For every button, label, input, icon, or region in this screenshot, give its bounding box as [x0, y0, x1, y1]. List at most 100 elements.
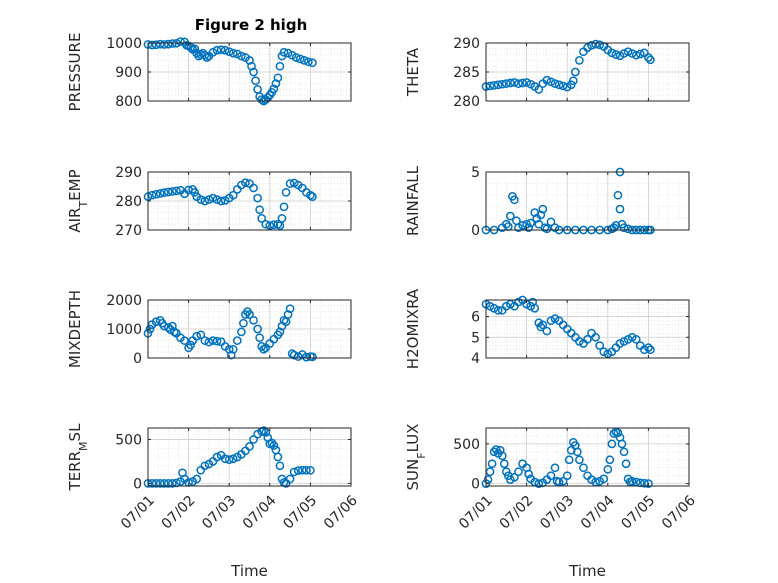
data-point [180, 336, 189, 345]
data-point [631, 50, 641, 60]
data-point [568, 76, 578, 86]
y-tick-label: 0 [471, 477, 480, 493]
data-point [170, 327, 179, 337]
data-point [200, 461, 210, 471]
data-point [253, 193, 262, 203]
data-point [277, 214, 287, 223]
data-point [550, 79, 560, 88]
y-axis-label: H2OMIXRA [404, 288, 422, 369]
data-point [249, 315, 258, 325]
subplot-rainfall: 0 5 RAINFALL [404, 165, 690, 239]
data-point [249, 183, 258, 193]
data-point [558, 476, 568, 486]
y-tick-label: 280 [115, 194, 142, 210]
y-axis-label: AIRTEMP [66, 169, 90, 232]
data-point [546, 217, 556, 227]
data-point [635, 49, 645, 59]
y-axis-label: TERRMSL [66, 423, 90, 492]
data-point [308, 192, 317, 201]
data-point [499, 459, 509, 469]
data-point [524, 223, 533, 233]
y-tick-label: 1000 [106, 322, 142, 338]
data-point [542, 224, 552, 234]
data-point [518, 78, 527, 88]
x-axis-label: Time [230, 562, 268, 580]
data-point [275, 461, 285, 471]
data-point [168, 39, 177, 48]
data-point [204, 195, 214, 204]
data-point [497, 451, 507, 461]
data-point [524, 469, 533, 479]
data-point [247, 61, 256, 71]
data-point [224, 47, 234, 57]
data-point [575, 56, 584, 65]
data-point [172, 478, 181, 488]
data-point [145, 324, 155, 334]
y-tick-label: 270 [115, 223, 142, 239]
data-point [228, 190, 238, 200]
data-point [208, 47, 218, 57]
data-point [489, 447, 499, 457]
axes-box [485, 171, 690, 231]
data-point [510, 195, 519, 205]
data-point [570, 67, 580, 77]
data-point [176, 37, 185, 46]
data-point [611, 221, 621, 230]
data-point [534, 479, 544, 488]
y-tick-label: 285 [453, 65, 480, 81]
data-point [497, 79, 507, 89]
data-point [605, 455, 615, 465]
data-point [163, 323, 173, 332]
y-tick-label: 0 [133, 476, 142, 492]
data-point [168, 187, 177, 196]
data-point [273, 73, 283, 83]
data-point [232, 336, 242, 345]
data-point [239, 318, 248, 328]
data-point [609, 429, 619, 438]
data-point [228, 344, 238, 354]
data-point [564, 455, 574, 465]
data-point [261, 428, 271, 437]
data-point [501, 219, 511, 229]
data-point [279, 47, 289, 57]
y-tick-label: 4 [471, 351, 480, 367]
y-tick-label: 290 [453, 36, 480, 52]
data-point [192, 474, 202, 484]
data-point [275, 327, 285, 337]
data-point [534, 85, 544, 94]
data-point [269, 84, 279, 94]
data-point [644, 53, 653, 62]
data-point [538, 320, 548, 330]
data-point [522, 78, 531, 87]
data-point [168, 479, 177, 488]
data-point [587, 40, 596, 50]
y-tick-label: 1000 [106, 36, 142, 52]
data-point [506, 211, 515, 221]
data-point [558, 81, 568, 91]
data-point [237, 327, 246, 337]
data-point [226, 350, 236, 360]
axes-box [485, 427, 690, 487]
y-tick-label: 500 [453, 437, 480, 453]
data-point [646, 345, 655, 355]
data-point [204, 337, 214, 347]
data-point [172, 186, 181, 196]
data-point [200, 196, 210, 206]
data-point [299, 56, 309, 65]
data-point [289, 350, 299, 360]
data-point [546, 77, 556, 87]
y-tick-label: 0 [471, 223, 480, 239]
data-point [603, 464, 613, 474]
data-point [289, 178, 299, 188]
subplot-mixdepth: 0 1000 2000 MIXDEPTH [66, 290, 352, 368]
data-point [155, 479, 165, 488]
y-tick-label: 5 [471, 330, 480, 346]
y-axis-label: RAINFALL [404, 165, 422, 236]
data-point [493, 306, 503, 315]
data-point [514, 467, 523, 477]
y-tick-label: 800 [115, 94, 142, 110]
data-point [259, 426, 269, 435]
data-point [613, 428, 623, 438]
y-axis-label: MIXDEPTH [66, 290, 84, 368]
data-point [212, 336, 222, 346]
